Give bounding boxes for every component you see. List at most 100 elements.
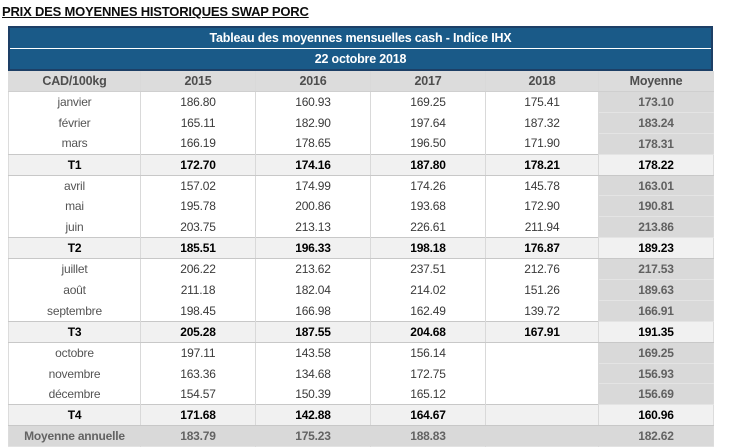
value-cell: 187.80 <box>370 153 486 176</box>
value-cell: 172.75 <box>370 363 486 384</box>
monthly-averages-table: CAD/100kg 2015 2016 2017 2018 Moyenne ja… <box>8 71 714 447</box>
value-cell: 214.02 <box>370 279 486 301</box>
table-row: mai 195.78 200.86 193.68 172.90 190.81 <box>8 195 714 218</box>
value-cell: 151.26 <box>485 279 599 301</box>
table-row: Moyenne annuelle 183.79 175.23 188.83 182.62 <box>8 425 714 447</box>
value-cell: 139.72 <box>485 300 599 322</box>
value-cell: 164.67 <box>370 404 486 427</box>
value-cell: 174.16 <box>255 153 371 176</box>
row-label: août <box>8 279 141 301</box>
row-label: janvier <box>8 91 141 113</box>
value-cell: 213.13 <box>255 216 371 238</box>
table-row: septembre 198.45 166.98 162.49 139.72 166.91 <box>8 300 714 322</box>
moyenne-cell: 169.25 <box>598 342 714 364</box>
value-cell: 212.76 <box>485 258 599 280</box>
value-cell: 166.98 <box>255 300 371 322</box>
row-label: novembre <box>8 363 141 384</box>
value-cell: 171.68 <box>140 404 256 427</box>
table-row: T4 171.68 142.88 164.67 160.96 <box>8 404 714 427</box>
value-cell: 175.41 <box>485 91 599 113</box>
table-row: mars 166.19 178.65 196.50 171.90 178.31 <box>8 133 714 155</box>
value-cell: 142.88 <box>255 404 371 427</box>
table-row: août 211.18 182.04 214.02 151.26 189.63 <box>8 279 714 301</box>
table-row: juin 203.75 213.13 226.61 211.94 213.86 <box>8 216 714 239</box>
value-cell: 165.11 <box>140 112 256 134</box>
moyenne-cell: 213.86 <box>598 216 714 239</box>
value-cell: 198.45 <box>140 300 256 322</box>
value-cell: 172.70 <box>140 153 256 176</box>
value-cell <box>485 425 599 447</box>
value-cell: 169.25 <box>370 91 486 113</box>
row-label: juillet <box>8 258 141 280</box>
table-row: février 165.11 182.90 197.64 187.32 183.24 <box>8 112 714 134</box>
column-header-unit: CAD/100kg <box>8 71 141 92</box>
row-label: T2 <box>8 237 141 260</box>
row-label: T4 <box>8 404 141 427</box>
table-header-row: CAD/100kg 2015 2016 2017 2018 Moyenne <box>8 71 714 92</box>
moyenne-cell: 182.62 <box>598 425 714 447</box>
column-header-moyenne: Moyenne <box>598 71 714 92</box>
table-title-bar: Tableau des moyennes mensuelles cash - I… <box>209 31 512 45</box>
value-cell: 154.57 <box>140 383 256 405</box>
value-cell: 197.64 <box>370 112 486 134</box>
table-row: janvier 186.80 160.93 169.25 175.41 173.10 <box>8 91 714 113</box>
value-cell <box>485 404 599 427</box>
row-label: février <box>8 112 141 134</box>
table-row: T3 205.28 187.55 204.68 167.91 191.35 <box>8 320 714 343</box>
value-cell: 213.62 <box>255 258 371 280</box>
table-row: juillet 206.22 213.62 237.51 212.76 217.53 <box>8 258 714 281</box>
value-cell: 163.36 <box>140 363 256 384</box>
value-cell: 203.75 <box>140 216 256 238</box>
value-cell: 171.90 <box>485 133 599 155</box>
value-cell: 226.61 <box>370 216 486 238</box>
row-label: Moyenne annuelle <box>8 425 141 447</box>
value-cell: 176.87 <box>485 237 599 260</box>
value-cell: 183.79 <box>140 425 256 447</box>
value-cell: 185.51 <box>140 237 256 260</box>
row-label: mars <box>8 133 141 155</box>
moyenne-cell: 190.81 <box>598 195 714 218</box>
moyenne-cell: 191.35 <box>598 320 714 343</box>
value-cell: 174.99 <box>255 175 371 196</box>
value-cell: 188.83 <box>370 425 486 447</box>
row-label: T1 <box>8 153 141 176</box>
value-cell: 174.26 <box>370 175 486 196</box>
value-cell: 211.18 <box>140 279 256 301</box>
value-cell <box>485 342 599 364</box>
value-cell: 198.18 <box>370 237 486 260</box>
value-cell: 156.14 <box>370 342 486 364</box>
value-cell: 204.68 <box>370 320 486 343</box>
value-cell: 237.51 <box>370 258 486 280</box>
table-row: novembre 163.36 134.68 172.75 156.93 <box>8 363 714 385</box>
moyenne-cell: 178.31 <box>598 133 714 155</box>
value-cell: 162.49 <box>370 300 486 322</box>
table-row: décembre 154.57 150.39 165.12 156.69 <box>8 383 714 406</box>
row-label: avril <box>8 175 141 196</box>
table-row: octobre 197.11 143.58 156.14 169.25 <box>8 342 714 364</box>
moyenne-cell: 189.23 <box>598 237 714 260</box>
row-label: T3 <box>8 320 141 343</box>
value-cell: 178.21 <box>485 153 599 176</box>
value-cell: 160.93 <box>255 91 371 113</box>
moyenne-cell: 183.24 <box>598 112 714 134</box>
value-cell: 211.94 <box>485 216 599 238</box>
row-label: décembre <box>8 383 141 405</box>
table-row: T2 185.51 196.33 198.18 176.87 189.23 <box>8 237 714 260</box>
moyenne-cell: 163.01 <box>598 175 714 197</box>
column-header-2016: 2016 <box>255 71 371 92</box>
value-cell: 182.04 <box>255 279 371 301</box>
column-header-2015: 2015 <box>140 71 256 92</box>
column-header-2018: 2018 <box>485 71 599 92</box>
table-body: janvier 186.80 160.93 169.25 175.41 173.10 fév… <box>8 91 714 447</box>
column-header-2017: 2017 <box>370 71 486 92</box>
value-cell: 143.58 <box>255 342 371 364</box>
row-label: septembre <box>8 300 141 322</box>
row-label: juin <box>8 216 141 238</box>
value-cell: 175.23 <box>255 425 371 447</box>
moyenne-cell: 166.91 <box>598 300 714 322</box>
table-row: avril 157.02 174.99 174.26 145.78 163.01 <box>8 175 714 197</box>
value-cell: 195.78 <box>140 195 256 217</box>
moyenne-cell: 156.93 <box>598 363 714 385</box>
value-cell: 200.86 <box>255 195 371 217</box>
value-cell: 165.12 <box>370 383 486 405</box>
